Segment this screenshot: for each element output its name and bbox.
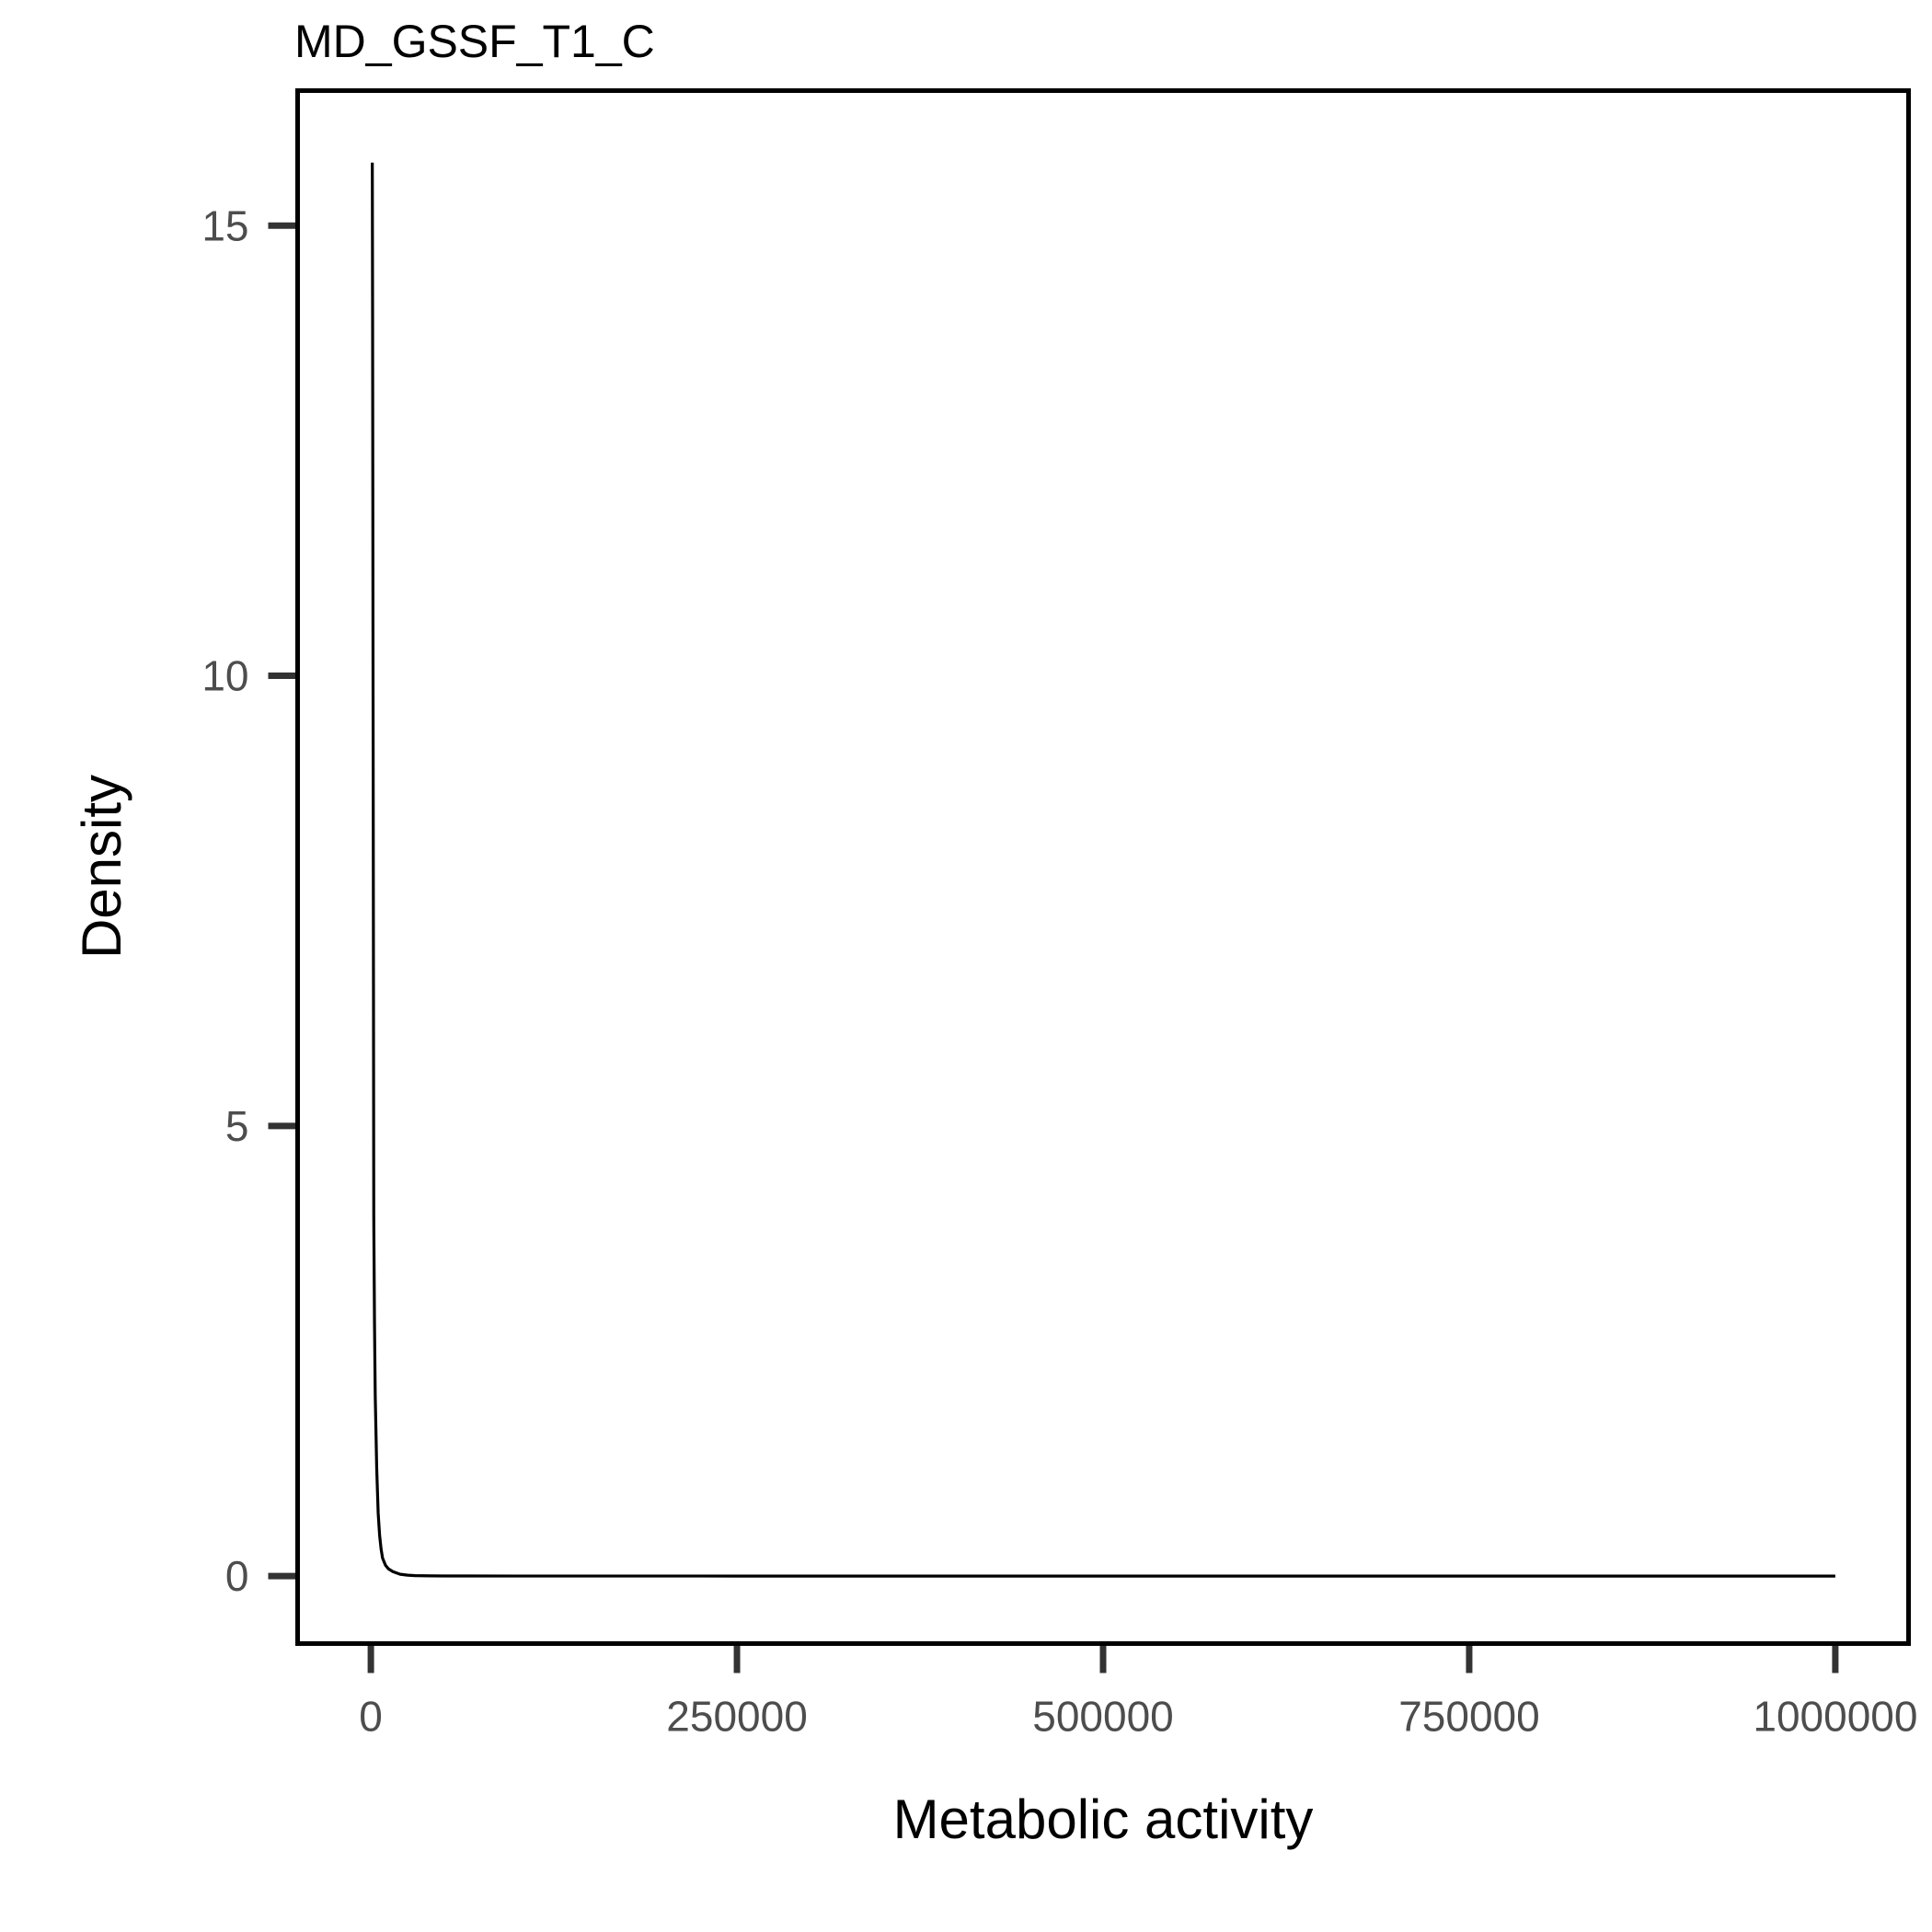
chart-title: MD_GSSF_T1_C	[294, 16, 655, 67]
y-tick-label: 15	[201, 201, 248, 249]
y-tick-label: 5	[225, 1102, 249, 1150]
y-tick-label: 10	[201, 652, 248, 700]
x-axis-label: Metabolic activity	[893, 1788, 1314, 1850]
plot-panel-border	[295, 88, 1911, 1646]
y-tick-label: 0	[225, 1552, 249, 1600]
x-tick-label: 750000	[1398, 1693, 1540, 1741]
x-tick-label: 500000	[1032, 1693, 1174, 1741]
x-tick-label: 1000000	[1753, 1693, 1917, 1741]
density-curve	[371, 162, 1835, 1578]
x-axis-ticks: 0 250000 500000 750000 1000000	[359, 1643, 1917, 1741]
x-tick-label: 250000	[666, 1693, 808, 1741]
x-tick-label: 0	[359, 1693, 383, 1741]
y-axis-ticks: 0 5 10 15	[201, 201, 298, 1600]
y-axis-label: Density	[71, 775, 132, 959]
